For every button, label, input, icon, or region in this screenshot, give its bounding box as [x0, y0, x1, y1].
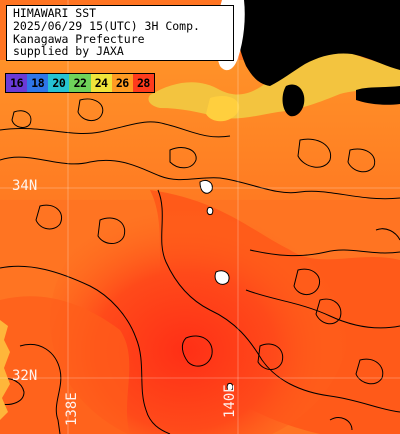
land-small-island-1 [206, 207, 214, 215]
info-box: HIMAWARI SST 2025/06/29 15(UTC) 3H Comp.… [6, 5, 234, 61]
info-datetime: 2025/06/29 15(UTC) 3H Comp. [13, 18, 200, 33]
legend-cell-22: 22 [69, 74, 91, 92]
info-region: Kanagawa Prefecture [13, 31, 145, 46]
land-east-tip [356, 86, 400, 105]
legend-cell-20: 20 [48, 74, 70, 92]
land-honshu [236, 0, 400, 86]
legend-cell-28: 28 [132, 74, 154, 92]
grid-label-138e: 138E [64, 392, 80, 426]
info-title: HIMAWARI SST [13, 6, 97, 20]
land-small-island-2 [214, 270, 230, 285]
land-izu-oshima [199, 179, 213, 194]
legend-cell-18: 18 [27, 74, 49, 92]
grid-label-32n: 32N [12, 368, 38, 384]
sst-contours [0, 98, 400, 434]
coastal-cool-patch [206, 95, 240, 122]
west-cool-fringe [0, 320, 10, 420]
land-small-island-3 [226, 383, 234, 391]
temperature-legend: 16 18 20 22 24 26 28 [5, 73, 155, 93]
info-credit: supplied by JAXA [13, 44, 124, 59]
legend-cell-26: 26 [111, 74, 133, 92]
grid-label-140e: 140E [222, 384, 238, 418]
sea-warm-west [0, 296, 130, 434]
legend-cell-16: 16 [6, 74, 28, 92]
land-peninsula [282, 84, 305, 117]
legend-cell-24: 24 [90, 74, 112, 92]
grid-label-34n: 34N [12, 178, 38, 194]
